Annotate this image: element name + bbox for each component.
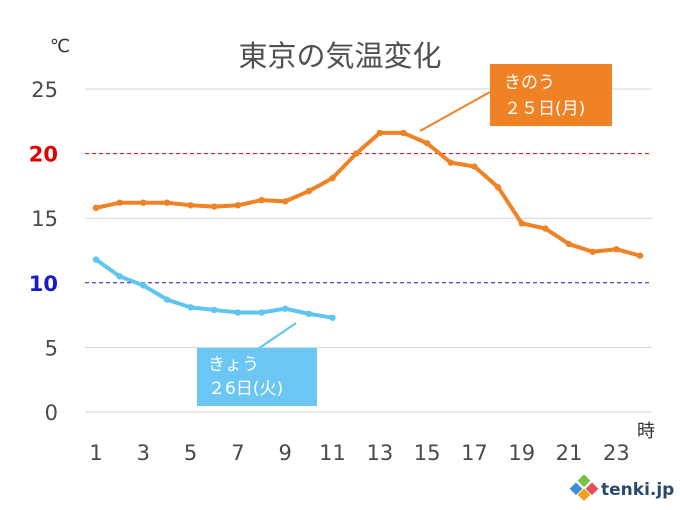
data-point	[116, 273, 123, 280]
tenki-logo-text: tenki.jp	[601, 480, 674, 500]
data-point	[589, 248, 596, 255]
data-point	[92, 204, 100, 212]
x-tick-label: 11	[319, 441, 346, 465]
x-tick-labels: 1 3 5 7 9 11 13 15 17 19 21 23	[89, 441, 629, 465]
data-point	[163, 199, 171, 206]
y-tick-label: 20	[29, 143, 58, 167]
data-point	[140, 199, 147, 206]
x-tick-label: 7	[231, 441, 244, 465]
y-tick-label: 25	[31, 78, 58, 102]
data-point	[211, 203, 218, 210]
data-point	[305, 310, 313, 318]
x-tick-label: 19	[508, 441, 535, 465]
data-point	[305, 187, 313, 195]
callout-yesterday: きのう ２５日(月)	[419, 64, 612, 132]
data-point	[423, 140, 431, 147]
x-tick-label: 3	[137, 441, 150, 465]
data-point	[163, 296, 171, 303]
callout-today-line2: ２6日(火)	[208, 379, 283, 399]
data-point	[565, 240, 573, 248]
callout-yesterday-box	[490, 64, 612, 126]
data-point	[329, 174, 336, 182]
data-point	[494, 183, 502, 191]
x-tick-label: 17	[461, 441, 488, 465]
data-point	[471, 163, 478, 170]
callout-yesterday-line1: きのう	[504, 73, 555, 93]
chart-title: 東京の気温変化	[238, 39, 441, 73]
x-tick-label: 5	[184, 441, 197, 465]
y-axis-unit: ℃	[50, 36, 70, 57]
data-point	[234, 202, 242, 209]
x-axis-unit: 時	[637, 421, 655, 442]
x-tick-label: 9	[279, 441, 292, 465]
callout-today: きょう ２6日(火)	[197, 322, 317, 406]
series-lines	[92, 129, 644, 321]
data-point	[329, 314, 336, 321]
data-point	[234, 309, 242, 316]
data-point	[258, 309, 265, 316]
tenki-logo-icon	[569, 474, 599, 502]
x-tick-label: 13	[366, 441, 393, 465]
data-point	[282, 305, 289, 312]
data-point	[211, 306, 218, 314]
x-tick-label: 21	[556, 441, 583, 465]
data-point	[258, 196, 265, 204]
data-point	[518, 220, 525, 227]
callout-today-line1: きょう	[208, 355, 259, 375]
data-point	[187, 304, 194, 311]
callout-today-box	[197, 348, 317, 406]
gridlines	[85, 88, 652, 413]
series-today	[92, 256, 336, 321]
data-point	[140, 282, 147, 289]
y-tick-label: 15	[31, 207, 58, 231]
data-point	[636, 252, 644, 259]
data-point	[352, 150, 360, 157]
callout-today-leader	[257, 322, 297, 350]
data-point	[187, 202, 194, 209]
callout-yesterday-line2: ２５日(月)	[504, 99, 585, 119]
data-point	[400, 129, 407, 137]
data-point	[447, 159, 454, 166]
x-tick-label: 23	[603, 441, 630, 465]
series-line-yesterday	[94, 130, 642, 258]
tenki-logo: tenki.jp	[569, 474, 674, 502]
data-point	[542, 225, 549, 232]
reference-lines	[85, 153, 652, 284]
y-tick-label: 10	[29, 272, 58, 296]
y-tick-label: 5	[45, 336, 58, 360]
data-point	[282, 198, 289, 205]
x-tick-label: 15	[414, 441, 441, 465]
y-tick-labels: 0 5 10 15 20 25	[29, 78, 58, 425]
y-tick-label: 0	[45, 401, 58, 425]
data-point	[92, 256, 100, 263]
data-point	[376, 129, 384, 137]
data-point	[116, 199, 123, 206]
callout-yesterday-leader	[419, 91, 491, 132]
x-tick-label: 1	[89, 441, 102, 465]
data-point	[613, 246, 620, 253]
series-yesterday	[92, 129, 644, 259]
